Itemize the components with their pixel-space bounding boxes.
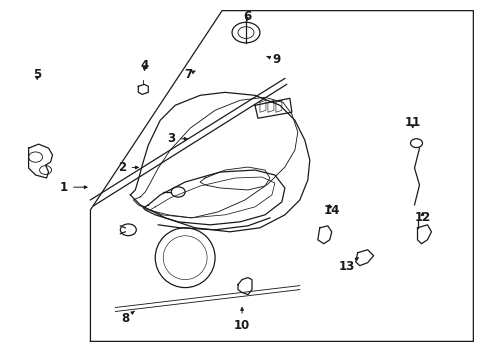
Text: 10: 10 [233,307,250,332]
Text: 7: 7 [184,68,195,81]
Text: 14: 14 [324,204,340,217]
Text: 2: 2 [118,161,138,174]
Text: 12: 12 [413,211,430,224]
Text: 5: 5 [33,68,41,81]
Text: 6: 6 [243,10,250,23]
Text: 9: 9 [266,53,280,66]
Text: 11: 11 [404,116,420,129]
Text: 8: 8 [121,311,134,325]
Text: 1: 1 [60,181,87,194]
Text: 4: 4 [140,59,148,72]
Text: 13: 13 [338,258,358,273]
Text: 3: 3 [167,132,186,145]
